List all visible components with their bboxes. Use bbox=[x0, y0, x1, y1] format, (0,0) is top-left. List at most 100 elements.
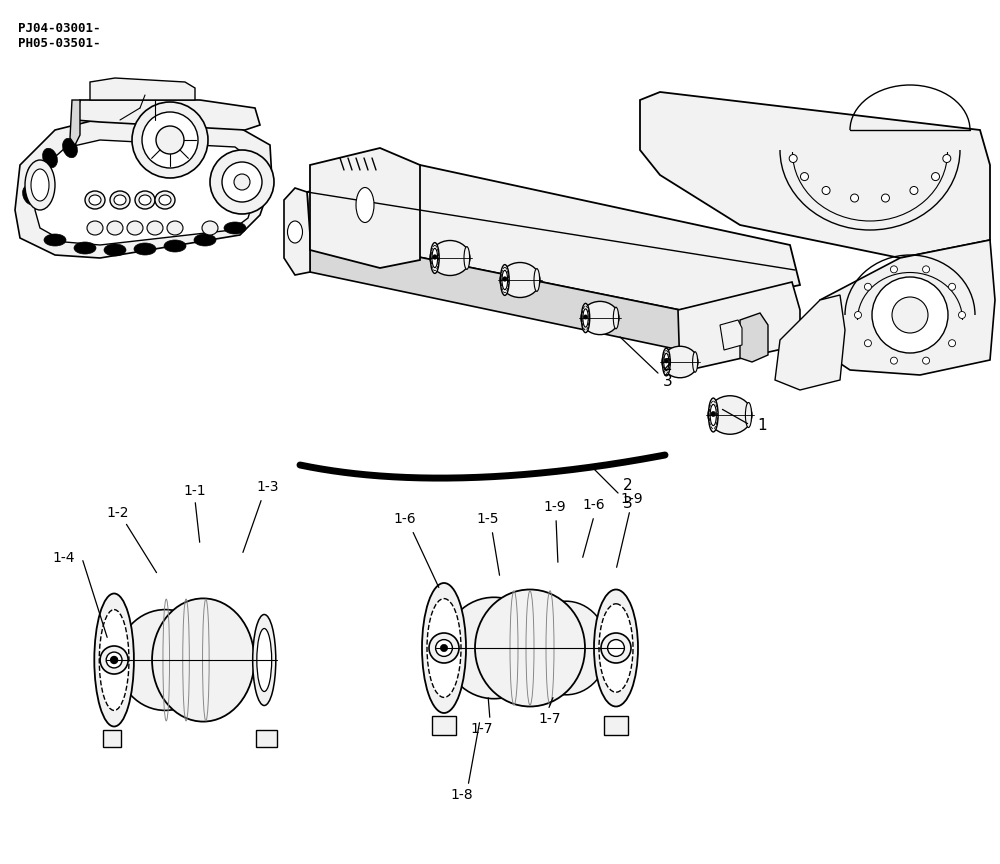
Polygon shape bbox=[604, 715, 628, 735]
Circle shape bbox=[440, 645, 448, 651]
Circle shape bbox=[851, 194, 859, 202]
Circle shape bbox=[949, 283, 956, 290]
Ellipse shape bbox=[662, 346, 698, 378]
Ellipse shape bbox=[662, 348, 670, 376]
Circle shape bbox=[583, 314, 588, 319]
Text: 1-5: 1-5 bbox=[477, 512, 499, 526]
Circle shape bbox=[864, 340, 871, 346]
Polygon shape bbox=[35, 140, 256, 245]
Ellipse shape bbox=[85, 191, 105, 209]
Polygon shape bbox=[775, 295, 845, 390]
Ellipse shape bbox=[502, 270, 508, 289]
Text: 2: 2 bbox=[623, 479, 633, 493]
Ellipse shape bbox=[288, 221, 302, 243]
Ellipse shape bbox=[708, 396, 752, 435]
Ellipse shape bbox=[356, 187, 374, 223]
Ellipse shape bbox=[63, 138, 77, 158]
Circle shape bbox=[943, 155, 951, 162]
Text: 1-6: 1-6 bbox=[583, 498, 605, 512]
Circle shape bbox=[822, 187, 830, 194]
Text: 1-4: 1-4 bbox=[52, 551, 74, 565]
Ellipse shape bbox=[583, 308, 588, 327]
Ellipse shape bbox=[74, 242, 96, 254]
Polygon shape bbox=[432, 715, 456, 735]
Ellipse shape bbox=[107, 221, 123, 235]
Ellipse shape bbox=[708, 398, 718, 432]
Ellipse shape bbox=[28, 165, 42, 185]
Ellipse shape bbox=[430, 240, 470, 276]
Polygon shape bbox=[720, 320, 742, 350]
Circle shape bbox=[932, 173, 940, 181]
Text: PJ04-03001-
PH05-03501-: PJ04-03001- PH05-03501- bbox=[18, 22, 100, 50]
Circle shape bbox=[436, 639, 452, 657]
Polygon shape bbox=[820, 240, 995, 375]
Text: 1-9: 1-9 bbox=[544, 500, 566, 514]
Ellipse shape bbox=[104, 244, 126, 256]
Ellipse shape bbox=[99, 610, 129, 710]
Polygon shape bbox=[678, 282, 800, 372]
Ellipse shape bbox=[534, 269, 540, 291]
Ellipse shape bbox=[25, 160, 55, 210]
Ellipse shape bbox=[427, 599, 461, 697]
Ellipse shape bbox=[422, 583, 466, 713]
Ellipse shape bbox=[664, 353, 669, 371]
Circle shape bbox=[789, 155, 797, 162]
Polygon shape bbox=[310, 235, 800, 350]
Text: 1-8: 1-8 bbox=[451, 788, 473, 802]
Circle shape bbox=[854, 312, 862, 319]
Circle shape bbox=[958, 312, 966, 319]
Circle shape bbox=[890, 266, 897, 273]
Circle shape bbox=[234, 174, 250, 190]
Circle shape bbox=[156, 126, 184, 154]
Ellipse shape bbox=[23, 185, 37, 205]
Text: 1-7: 1-7 bbox=[471, 722, 493, 736]
Ellipse shape bbox=[581, 303, 590, 333]
Circle shape bbox=[664, 359, 668, 363]
Ellipse shape bbox=[257, 628, 272, 691]
Polygon shape bbox=[15, 120, 272, 258]
Circle shape bbox=[110, 657, 118, 664]
Circle shape bbox=[429, 633, 459, 663]
Ellipse shape bbox=[693, 352, 698, 372]
Text: 1: 1 bbox=[757, 417, 767, 433]
Ellipse shape bbox=[127, 221, 143, 235]
Circle shape bbox=[503, 276, 507, 281]
Circle shape bbox=[608, 639, 624, 657]
Polygon shape bbox=[70, 100, 80, 145]
Circle shape bbox=[132, 102, 208, 178]
Ellipse shape bbox=[44, 234, 66, 246]
Ellipse shape bbox=[524, 601, 608, 695]
Ellipse shape bbox=[135, 191, 155, 209]
Ellipse shape bbox=[594, 589, 638, 707]
Polygon shape bbox=[310, 148, 420, 268]
Ellipse shape bbox=[224, 222, 246, 234]
Ellipse shape bbox=[475, 589, 585, 707]
Ellipse shape bbox=[745, 403, 752, 428]
Circle shape bbox=[711, 411, 716, 416]
Circle shape bbox=[881, 194, 889, 202]
Polygon shape bbox=[103, 730, 121, 746]
Circle shape bbox=[949, 340, 956, 346]
Polygon shape bbox=[307, 165, 800, 310]
Circle shape bbox=[910, 187, 918, 194]
Circle shape bbox=[106, 652, 122, 668]
Text: 1-7: 1-7 bbox=[539, 712, 561, 726]
Ellipse shape bbox=[710, 404, 716, 426]
Ellipse shape bbox=[167, 221, 183, 235]
Ellipse shape bbox=[117, 610, 213, 710]
Ellipse shape bbox=[87, 221, 103, 235]
Ellipse shape bbox=[444, 597, 544, 699]
Ellipse shape bbox=[159, 195, 171, 205]
Circle shape bbox=[923, 266, 930, 273]
Ellipse shape bbox=[139, 195, 151, 205]
Ellipse shape bbox=[430, 243, 439, 273]
Ellipse shape bbox=[114, 195, 126, 205]
Ellipse shape bbox=[155, 191, 175, 209]
Ellipse shape bbox=[253, 614, 276, 706]
Text: 3: 3 bbox=[663, 374, 673, 390]
Text: 1-6: 1-6 bbox=[394, 512, 416, 526]
Polygon shape bbox=[256, 730, 277, 746]
Circle shape bbox=[222, 162, 262, 202]
Circle shape bbox=[872, 277, 948, 353]
Circle shape bbox=[890, 357, 897, 364]
